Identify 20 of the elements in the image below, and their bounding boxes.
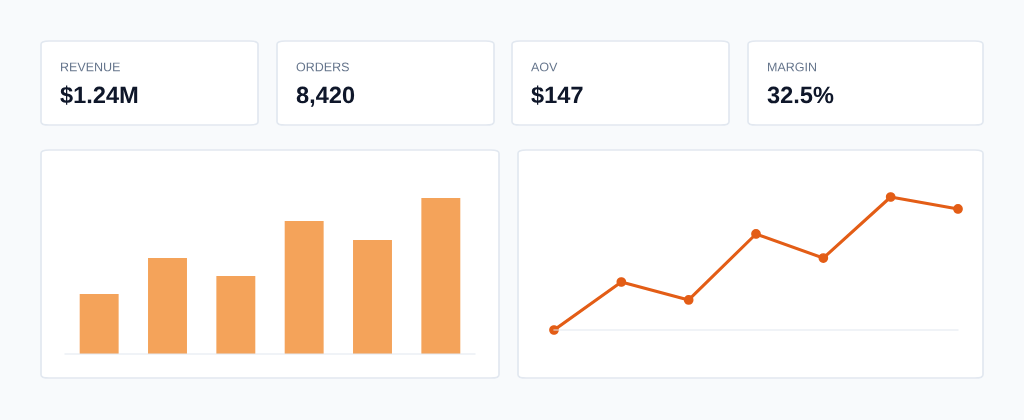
text: REVENUE bbox=[61, 62, 120, 72]
text: $1.24M bbox=[60, 85, 138, 105]
point bbox=[616, 277, 627, 287]
bar bbox=[216, 276, 256, 354]
bar bbox=[79, 293, 119, 354]
text: AOV bbox=[531, 62, 558, 72]
point bbox=[818, 253, 829, 263]
text: 32.5% bbox=[767, 86, 834, 104]
bar bbox=[148, 258, 187, 354]
bar bbox=[284, 220, 324, 354]
text: MARGIN bbox=[768, 62, 816, 72]
point bbox=[885, 192, 896, 202]
text: 8,420 bbox=[296, 86, 355, 107]
bar bbox=[353, 239, 392, 354]
point bbox=[751, 229, 761, 239]
text: $147 bbox=[531, 85, 583, 105]
point bbox=[683, 295, 694, 305]
text: ORDERS bbox=[296, 62, 349, 72]
bar bbox=[421, 198, 461, 354]
point bbox=[953, 204, 963, 214]
